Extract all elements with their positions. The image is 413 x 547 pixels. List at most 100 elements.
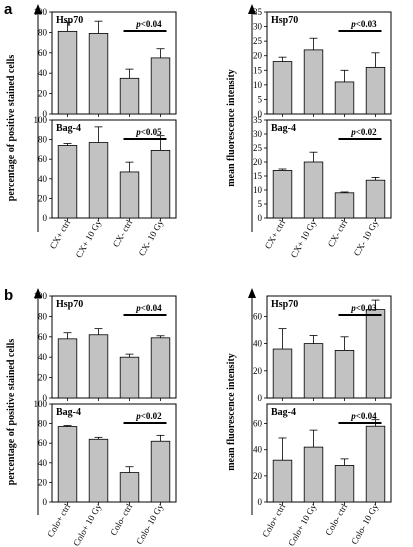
y-tick-label: 80	[38, 27, 48, 37]
y-tick-label: 60	[38, 438, 48, 448]
y-tick-label: 0	[258, 393, 263, 403]
p-symbol: p	[135, 411, 141, 421]
y-tick-label: 40	[253, 445, 263, 455]
bar-3	[150, 440, 171, 503]
chart-title: Hsp70	[271, 15, 298, 26]
category-label: CX- 10 Gy	[352, 218, 381, 258]
category-label: CX+ ctrl	[48, 218, 73, 251]
chart-title: Hsp70	[56, 15, 83, 26]
bar-3	[365, 66, 386, 115]
y-tick-label: 5	[258, 199, 263, 209]
y-tick-label: 20	[253, 157, 263, 167]
y-tick-label: 20	[253, 366, 263, 376]
y-tick-label: 30	[253, 22, 263, 32]
bar-0	[272, 459, 293, 503]
p-value: p<0.04	[135, 19, 162, 29]
chart-title: Hsp70	[56, 299, 83, 310]
y-tick-label: 80	[38, 135, 48, 145]
category-label: Colo- 10 Gy	[134, 502, 165, 546]
y-tick-label: 20	[38, 373, 48, 383]
bar-0	[57, 30, 78, 115]
bar-3	[150, 337, 171, 399]
y-tick-label: 100	[34, 115, 48, 125]
y-tick-label: 100	[34, 291, 48, 301]
y-tick-label: 0	[258, 497, 263, 507]
category-label: Colo+ 10 Gy	[71, 502, 103, 547]
y-tick-label: 60	[38, 48, 48, 58]
y-tick-label: 60	[38, 332, 48, 342]
bar-3	[365, 179, 386, 219]
p-threshold: <0.03	[356, 303, 377, 313]
y-tick-label: 20	[38, 193, 48, 203]
category-label: CX+ 10 Gy	[289, 218, 319, 260]
p-value: p<0.03	[350, 19, 377, 29]
y-tick-label: 40	[38, 174, 48, 184]
y-tick-label: 25	[253, 143, 263, 153]
bar-3	[365, 309, 386, 399]
p-symbol: p	[135, 19, 141, 29]
bar-3	[150, 57, 171, 115]
p-value: p<0.03	[350, 303, 377, 313]
panel-letter-a: a	[4, 1, 13, 18]
category-label: Colo+ ctrl	[260, 502, 287, 539]
p-symbol: p	[135, 127, 141, 137]
y-tick-label: 100	[34, 399, 48, 409]
y-tick-label: 0	[43, 497, 48, 507]
chart-title: Hsp70	[271, 299, 298, 310]
bar-0	[57, 145, 78, 219]
p-threshold: <0.02	[141, 411, 162, 421]
bar-1	[303, 446, 324, 503]
p-value: p<0.05	[135, 127, 162, 137]
y-tick-label: 40	[38, 352, 48, 362]
chart-4: 0 20 40 60 80 100 Hsp70 p<0.04	[34, 291, 177, 403]
y-tick-label: 20	[38, 89, 48, 99]
y-tick-label: 0	[43, 393, 48, 403]
right-y-arrow-b	[248, 288, 256, 515]
bar-0	[272, 169, 293, 219]
y-tick-label: 20	[38, 477, 48, 487]
bar-1	[303, 49, 324, 115]
y-tick-label: 40	[38, 68, 48, 78]
p-value: p<0.02	[135, 411, 162, 421]
bar-2	[119, 472, 140, 503]
p-symbol: p	[350, 127, 356, 137]
ylabel-percent-a: percentage of positive stained cells	[6, 55, 17, 202]
bar-3	[365, 425, 386, 503]
plot-frame	[266, 11, 392, 115]
bar-0	[57, 338, 78, 399]
y-tick-label: 25	[253, 36, 263, 46]
y-tick-label: 100	[34, 7, 48, 17]
chart-0: 0 20 40 60 80 100 Hsp70 p<0.04	[34, 7, 177, 119]
y-tick-label: 0	[43, 109, 48, 119]
chart-3: 0 5 10 15 20 25 30 35 Bag-4 p<0.02 CX+ ctrl CX+ 10 …	[253, 115, 392, 260]
y-tick-label: 40	[38, 458, 48, 468]
p-threshold: <0.04	[141, 303, 162, 313]
y-tick-label: 0	[258, 109, 263, 119]
bar-0	[57, 426, 78, 503]
y-tick-label: 30	[253, 129, 263, 139]
bar-1	[303, 161, 324, 219]
bar-1	[88, 334, 109, 399]
category-label: Colo- ctrl	[108, 502, 134, 538]
ylabel-percent-b: percentage of positive stained cells	[6, 339, 17, 486]
p-threshold: <0.05	[141, 127, 162, 137]
chart-1: 0 20 40 60 80 100 Bag-4 p<0.05 CX+ ctrl CX+ 10 Gy…	[34, 115, 177, 259]
y-tick-label: 15	[253, 171, 263, 181]
plot-frame	[51, 11, 177, 115]
category-label: Colo+ 10 Gy	[286, 502, 318, 547]
y-tick-label: 15	[253, 65, 263, 75]
y-tick-label: 60	[253, 311, 263, 321]
p-value: p<0.02	[350, 127, 377, 137]
bar-2	[334, 192, 355, 219]
p-threshold: <0.02	[356, 127, 377, 137]
p-value: p<0.04	[350, 411, 377, 421]
bar-2	[334, 349, 355, 399]
bar-0	[272, 348, 293, 399]
plot-frame	[51, 403, 177, 503]
p-symbol: p	[350, 303, 356, 313]
plot-frame	[51, 119, 177, 219]
chart-2: 0 5 10 15 20 25 30 35 Hsp70 p<0.03	[253, 7, 392, 119]
panel-letter-b: b	[4, 287, 13, 304]
